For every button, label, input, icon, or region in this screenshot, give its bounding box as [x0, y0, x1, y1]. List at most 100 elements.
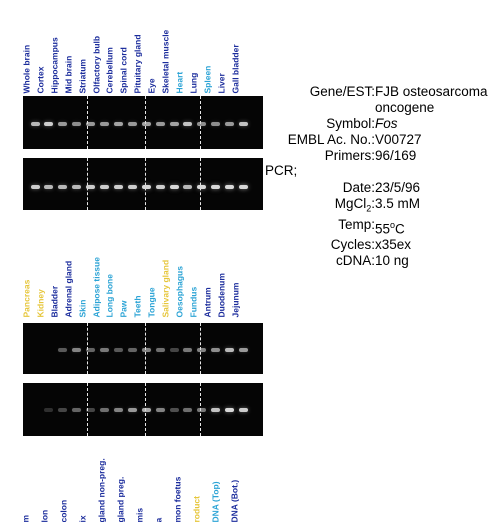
gel-band	[30, 185, 40, 189]
primers-key: Primers:	[324, 148, 375, 163]
lane-label: Lung	[188, 72, 199, 93]
embl-row: EMBL Ac. No.: V00727	[262, 132, 502, 148]
gel-band	[44, 122, 54, 126]
gel-band	[169, 348, 179, 352]
gel-band	[197, 122, 207, 126]
gel-band	[225, 185, 235, 189]
symbol-row: Symbol: Fos	[262, 116, 502, 132]
cdna-value: 10 ng	[375, 253, 409, 269]
gene-value-line1: FJB osteosarcoma	[375, 84, 488, 99]
gel-panel-top-1	[23, 96, 263, 149]
gel-band	[141, 122, 151, 126]
gel-band	[155, 185, 165, 189]
temp-value: 55oC	[375, 219, 405, 237]
gel-band	[225, 122, 235, 126]
gel-band	[127, 348, 137, 352]
gel-band	[72, 185, 82, 189]
gel-band	[239, 185, 248, 189]
gel-band	[113, 185, 123, 189]
gel-band	[197, 348, 207, 352]
lane-label: gland non-preg.	[96, 457, 107, 522]
lane-label: Skeletal muscle	[160, 29, 171, 93]
primers-value: 96/169	[375, 148, 417, 163]
lane-label: Long bone	[104, 273, 115, 317]
gel-band	[113, 348, 123, 352]
experiment-info: Gene/EST: FJB osteosarcoma oncogene Symb…	[262, 84, 502, 269]
gel-band	[44, 408, 54, 412]
lane-label: Spinal cord	[118, 46, 129, 93]
lane-label: Fundus	[188, 286, 199, 317]
gel-band	[44, 185, 54, 189]
gene-key: Gene/EST:	[309, 84, 375, 99]
gel-band	[58, 408, 68, 412]
lane-label: a	[153, 517, 164, 522]
gel-band	[86, 122, 96, 126]
gene-value-line2: oncogene	[375, 100, 435, 115]
lane-label: Cerebellum	[104, 46, 115, 93]
lane-label: Bladder	[49, 285, 60, 317]
gene-row: Gene/EST: FJB osteosarcoma oncogene	[262, 84, 502, 116]
gel-band	[239, 408, 248, 412]
lane-labels-bottom: Pancreas Kidney Bladder Adrenal gland Skin Ad…	[21, 237, 264, 317]
lane-label: ix	[77, 514, 88, 522]
gel-band	[141, 185, 151, 189]
lane-divider	[87, 158, 88, 210]
gel-band	[127, 185, 137, 189]
lane-labels-top: Whole brain Cortex Hippocampus Mid brain Str…	[22, 13, 264, 93]
primers-row: Primers: 96/169	[262, 148, 502, 164]
lane-divider	[145, 158, 146, 210]
gel-band	[183, 122, 193, 126]
gel-band	[197, 408, 207, 412]
gel-band	[169, 408, 179, 412]
cycles-key: Cycles:	[330, 237, 375, 253]
gel-band	[155, 348, 165, 352]
pcr-label: PCR;	[265, 163, 298, 178]
embl-value: V00727	[375, 132, 422, 147]
lane-label: Liver	[216, 72, 227, 93]
lane-label: Salivary gland	[160, 259, 171, 317]
gel-band	[169, 185, 179, 189]
gel-band	[58, 348, 68, 352]
gel-band	[197, 185, 207, 189]
lane-label: Tongue	[146, 286, 157, 317]
gel-band	[113, 122, 123, 126]
lane-label: Heart	[174, 71, 185, 93]
gel-panel-bottom-2	[23, 383, 263, 436]
cycles-value: x35ex	[375, 237, 412, 253]
lane-label: Teeth	[132, 294, 143, 317]
gel-band	[72, 348, 82, 352]
lane-labels-footer: m lon colon ix gland non-preg. gland preg. mis…	[21, 458, 264, 522]
gel-band	[169, 122, 179, 126]
lane-label: Pancreas	[21, 279, 32, 317]
gel-band	[239, 122, 248, 126]
gel-band	[211, 348, 221, 352]
gel-panel-bottom-1	[23, 323, 263, 374]
mgcl-key: MgCl2:	[334, 196, 375, 214]
gel-band	[86, 408, 96, 412]
gel-band	[100, 408, 109, 412]
gel-band	[239, 348, 248, 352]
gel-panel-top-2	[23, 158, 263, 210]
gel-band	[100, 348, 109, 352]
embl-key: EMBL Ac. No.:	[287, 132, 375, 147]
gel-band	[72, 408, 82, 412]
lane-label: Adipose tissue	[91, 256, 101, 317]
gel-band	[183, 185, 193, 189]
date-row: Date: 23/5/96	[262, 180, 502, 196]
gel-band	[211, 122, 221, 126]
lane-label: Jejunum	[230, 282, 240, 317]
lane-label: Kidney	[35, 288, 46, 317]
lane-label: Striatum	[77, 58, 88, 93]
lane-label: Cortex	[35, 66, 46, 93]
lane-label: DNA (Bot.)	[229, 479, 240, 522]
gel-band	[183, 408, 193, 412]
lane-label: Antrum	[202, 286, 213, 317]
gel-band	[30, 122, 40, 126]
lane-label: Duodenum	[216, 272, 227, 317]
gel-band	[183, 348, 193, 352]
lane-divider	[87, 383, 88, 436]
gel-band	[141, 348, 151, 352]
lane-label: Hippocampus	[49, 36, 60, 93]
gel-band	[211, 408, 221, 412]
gel-band	[58, 185, 68, 189]
